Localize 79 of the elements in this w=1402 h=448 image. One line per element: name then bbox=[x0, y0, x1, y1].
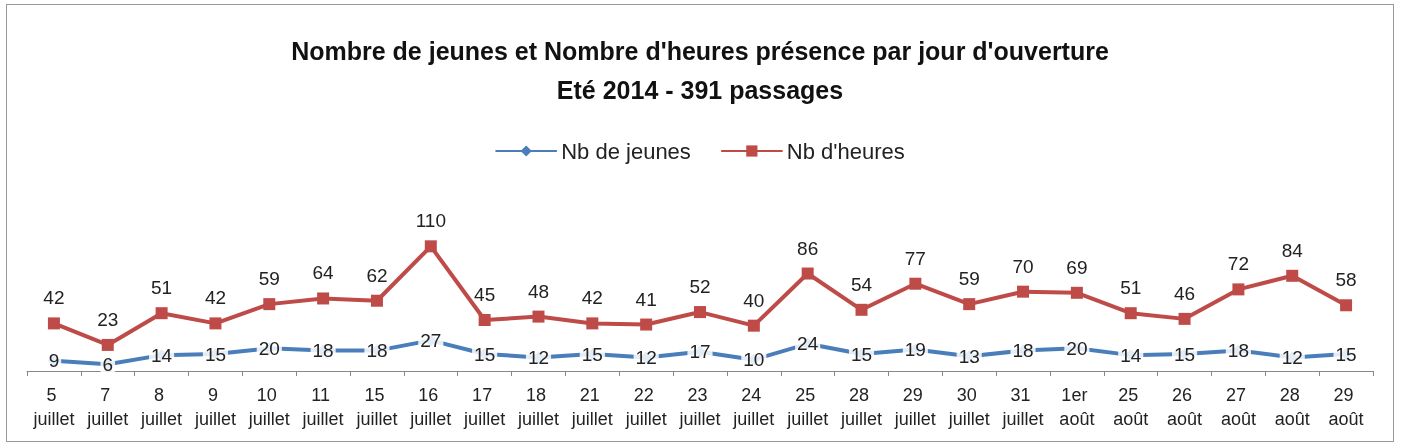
data-label: 64 bbox=[312, 262, 335, 284]
x-tick-label: 17 juillet bbox=[463, 385, 506, 429]
x-tick-label: 8 juillet bbox=[140, 385, 183, 429]
x-tick-label: 27 août bbox=[1220, 385, 1256, 429]
data-label: 51 bbox=[1120, 277, 1142, 299]
x-tick-label: 29 juillet bbox=[893, 385, 936, 429]
data-label: 41 bbox=[635, 288, 657, 310]
x-tick-label: 9 juillet bbox=[193, 385, 236, 429]
x-tick-label: 15 juillet bbox=[355, 385, 398, 429]
data-label: 15 bbox=[581, 343, 603, 365]
data-label: 15 bbox=[850, 343, 873, 365]
data-label: 62 bbox=[366, 264, 388, 286]
data-label: 14 bbox=[1120, 344, 1142, 366]
data-label: 72 bbox=[1227, 253, 1249, 275]
data-label: 70 bbox=[1012, 255, 1034, 277]
data-label: 12 bbox=[1281, 346, 1303, 368]
chart-title: Nombre de jeunes et Nombre d'heures présence par jour d'ouverture bbox=[291, 36, 1109, 65]
legend-label: Nb de jeunes bbox=[561, 138, 691, 164]
x-tick-label: 29 août bbox=[1328, 385, 1364, 429]
x-tick-label: 25 juillet bbox=[786, 385, 829, 429]
x-tick-label: 30 juillet bbox=[947, 385, 990, 429]
data-label: 54 bbox=[850, 273, 873, 295]
data-label: 15 bbox=[1335, 343, 1357, 365]
x-tick-label: 16 juillet bbox=[409, 385, 452, 429]
x-tick-label: 26 août bbox=[1167, 385, 1203, 429]
data-label: 42 bbox=[204, 287, 227, 309]
data-label: 18 bbox=[366, 340, 388, 362]
data-label: 9 bbox=[48, 350, 60, 372]
data-label: 14 bbox=[151, 344, 173, 366]
x-tick-label: 28 août bbox=[1274, 385, 1310, 429]
x-tick-label: 10 juillet bbox=[247, 385, 290, 429]
data-label: 10 bbox=[743, 349, 765, 371]
x-tick-label: 1er août bbox=[1059, 385, 1095, 429]
data-label: 52 bbox=[689, 276, 711, 298]
x-tick-label: 11 juillet bbox=[301, 385, 344, 429]
data-label: 40 bbox=[743, 289, 765, 311]
x-tick-label: 7 juillet bbox=[86, 385, 129, 429]
data-label: 48 bbox=[527, 280, 550, 302]
data-label: 45 bbox=[474, 284, 496, 305]
data-label: 18 bbox=[1012, 340, 1034, 362]
data-label: 15 bbox=[474, 343, 496, 365]
data-label: 12 bbox=[527, 346, 550, 368]
x-tick-label: 5 juillet bbox=[32, 385, 75, 429]
chart-subtitle: Eté 2014 - 391 passages bbox=[556, 75, 844, 104]
data-label: 86 bbox=[797, 237, 819, 259]
data-label: 46 bbox=[1173, 282, 1196, 304]
data-label: 12 bbox=[635, 346, 657, 368]
data-label: 42 bbox=[581, 287, 603, 309]
data-label: 59 bbox=[258, 268, 280, 290]
x-tick-label: 23 juillet bbox=[678, 385, 721, 429]
data-label: 24 bbox=[797, 333, 819, 355]
x-tick-label: 18 juillet bbox=[516, 385, 559, 429]
data-label: 77 bbox=[904, 247, 926, 269]
data-label: 6 bbox=[102, 353, 114, 375]
data-label: 15 bbox=[1173, 343, 1196, 365]
data-label: 69 bbox=[1066, 256, 1088, 278]
data-label: 18 bbox=[312, 340, 334, 362]
data-label: 19 bbox=[904, 338, 926, 360]
x-tick-label: 22 juillet bbox=[624, 385, 667, 429]
x-tick-label: 24 juillet bbox=[732, 385, 775, 429]
x-tick-label: 31 juillet bbox=[1001, 385, 1044, 429]
data-label: 58 bbox=[1335, 269, 1357, 291]
data-label: 20 bbox=[258, 337, 280, 359]
data-label: 18 bbox=[1227, 340, 1249, 362]
data-label: 17 bbox=[689, 341, 711, 363]
data-label: 27 bbox=[420, 329, 442, 351]
data-label: 59 bbox=[958, 268, 980, 290]
x-tick-label: 25 août bbox=[1113, 385, 1149, 429]
data-label: 20 bbox=[1066, 337, 1088, 359]
data-label: 15 bbox=[204, 343, 227, 365]
data-label: 84 bbox=[1281, 239, 1304, 261]
data-label: 110 bbox=[415, 210, 446, 232]
data-label: 23 bbox=[97, 308, 119, 330]
data-label: 51 bbox=[151, 277, 173, 299]
x-tick-label: 28 juillet bbox=[840, 385, 883, 429]
data-label: 13 bbox=[958, 345, 980, 367]
legend-label: Nb d'heures bbox=[786, 138, 905, 164]
x-tick-label: 21 juillet bbox=[570, 385, 613, 429]
data-label: 42 bbox=[43, 287, 65, 309]
